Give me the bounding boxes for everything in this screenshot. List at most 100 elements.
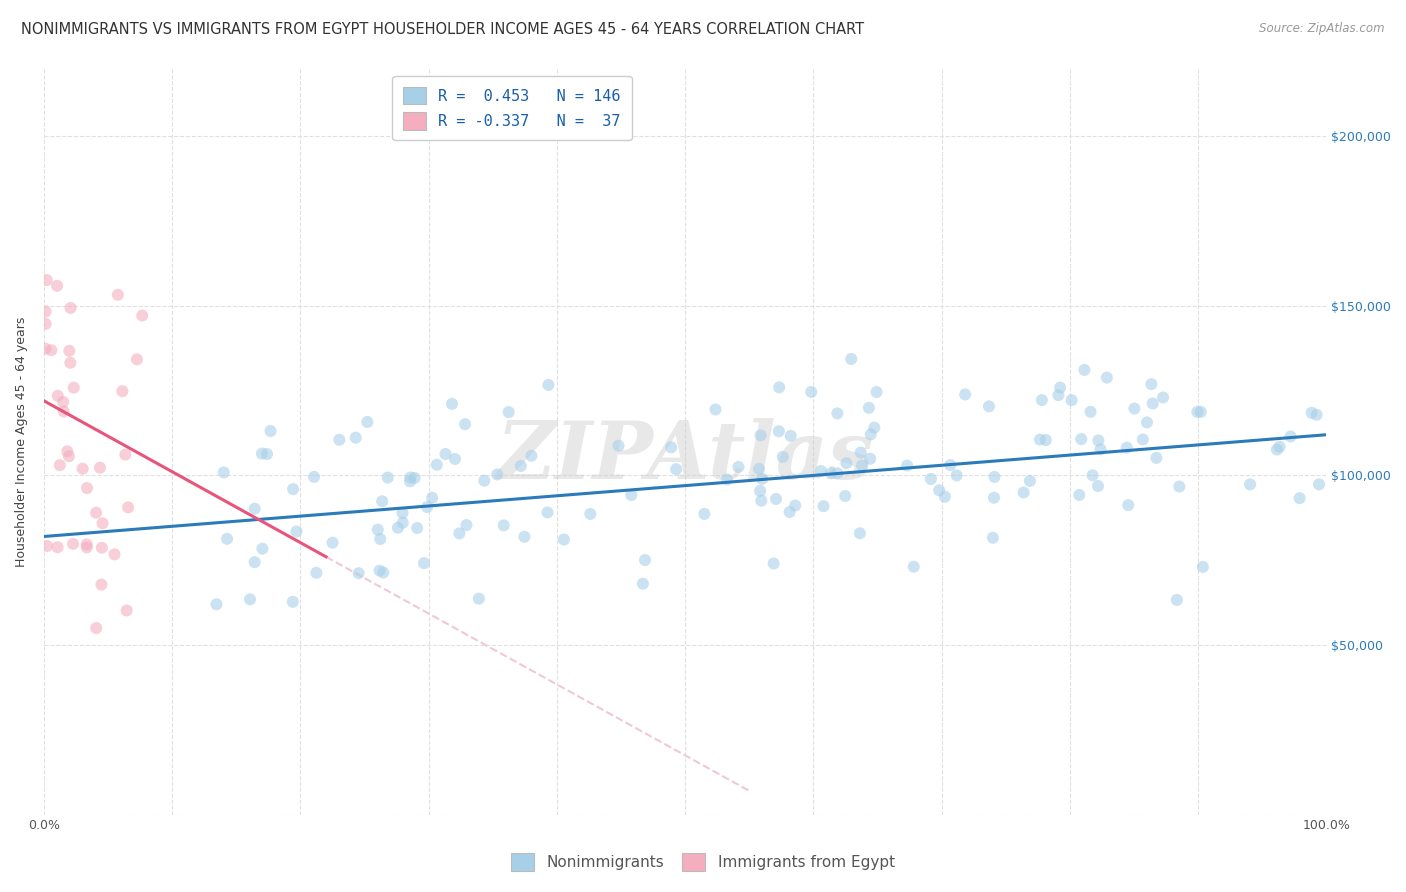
- Point: [107, 288, 129, 302]
- Point: [76, 481, 98, 495]
- Point: [52, 395, 75, 409]
- Point: [1189, 405, 1212, 419]
- Point: [858, 401, 880, 415]
- Point: [553, 533, 575, 547]
- Point: [125, 352, 148, 367]
- Point: [1268, 440, 1291, 454]
- Point: [859, 427, 882, 442]
- Point: [579, 507, 602, 521]
- Point: [492, 518, 515, 533]
- Point: [1144, 450, 1167, 465]
- Point: [52, 404, 75, 418]
- Point: [368, 532, 391, 546]
- Point: [1265, 442, 1288, 457]
- Point: [1012, 485, 1035, 500]
- Y-axis label: Householder Income Ages 45 - 64 years: Householder Income Ages 45 - 64 years: [15, 317, 28, 566]
- Point: [46, 389, 69, 403]
- Point: [76, 541, 98, 555]
- Point: [456, 518, 478, 533]
- Point: [468, 591, 491, 606]
- Point: [90, 541, 112, 555]
- Point: [205, 597, 228, 611]
- Point: [34, 304, 56, 318]
- Point: [356, 415, 378, 429]
- Text: ZIPAtlas: ZIPAtlas: [496, 417, 873, 495]
- Point: [1168, 479, 1191, 493]
- Point: [634, 553, 657, 567]
- Point: [1116, 498, 1139, 512]
- Point: [768, 380, 790, 394]
- Point: [391, 506, 413, 520]
- Point: [56, 444, 79, 458]
- Point: [387, 521, 409, 535]
- Point: [772, 450, 794, 464]
- Point: [35, 273, 58, 287]
- Point: [851, 458, 873, 473]
- Point: [513, 530, 536, 544]
- Point: [373, 566, 395, 580]
- Point: [749, 483, 772, 498]
- Point: [49, 458, 72, 472]
- Point: [981, 531, 1004, 545]
- Point: [1069, 488, 1091, 502]
- Point: [62, 381, 84, 395]
- Point: [1152, 391, 1174, 405]
- Point: [765, 491, 787, 506]
- Point: [281, 482, 304, 496]
- Point: [391, 516, 413, 530]
- Point: [834, 489, 856, 503]
- Point: [1035, 433, 1057, 447]
- Point: [849, 526, 872, 541]
- Point: [344, 431, 367, 445]
- Point: [46, 541, 69, 555]
- Point: [631, 576, 654, 591]
- Point: [322, 535, 344, 549]
- Point: [1301, 406, 1323, 420]
- Point: [1081, 468, 1104, 483]
- Point: [89, 460, 111, 475]
- Point: [59, 356, 82, 370]
- Point: [420, 491, 443, 505]
- Point: [1288, 491, 1310, 505]
- Point: [983, 491, 1005, 505]
- Point: [472, 474, 495, 488]
- Point: [371, 494, 394, 508]
- Point: [620, 488, 643, 502]
- Point: [665, 462, 688, 476]
- Point: [779, 429, 801, 443]
- Point: [716, 473, 738, 487]
- Point: [509, 458, 531, 473]
- Point: [945, 468, 967, 483]
- Point: [440, 397, 463, 411]
- Point: [810, 464, 832, 478]
- Point: [983, 470, 1005, 484]
- Point: [768, 424, 790, 438]
- Point: [800, 384, 823, 399]
- Point: [1047, 388, 1070, 402]
- Point: [305, 566, 328, 580]
- Point: [486, 467, 509, 482]
- Point: [34, 342, 56, 356]
- Point: [252, 541, 274, 556]
- Legend: R =  0.453   N = 146, R = -0.337   N =  37: R = 0.453 N = 146, R = -0.337 N = 37: [392, 76, 631, 140]
- Point: [1073, 363, 1095, 377]
- Point: [1166, 593, 1188, 607]
- Point: [1136, 416, 1159, 430]
- Point: [1049, 381, 1071, 395]
- Point: [368, 564, 391, 578]
- Point: [849, 445, 872, 459]
- Point: [749, 428, 772, 442]
- Point: [281, 595, 304, 609]
- Point: [820, 467, 842, 481]
- Point: [1123, 401, 1146, 416]
- Point: [693, 507, 716, 521]
- Point: [727, 459, 749, 474]
- Point: [934, 490, 956, 504]
- Point: [212, 466, 235, 480]
- Point: [115, 603, 138, 617]
- Point: [377, 470, 399, 484]
- Point: [62, 537, 84, 551]
- Point: [367, 523, 389, 537]
- Point: [347, 566, 370, 581]
- Text: Source: ZipAtlas.com: Source: ZipAtlas.com: [1260, 22, 1385, 36]
